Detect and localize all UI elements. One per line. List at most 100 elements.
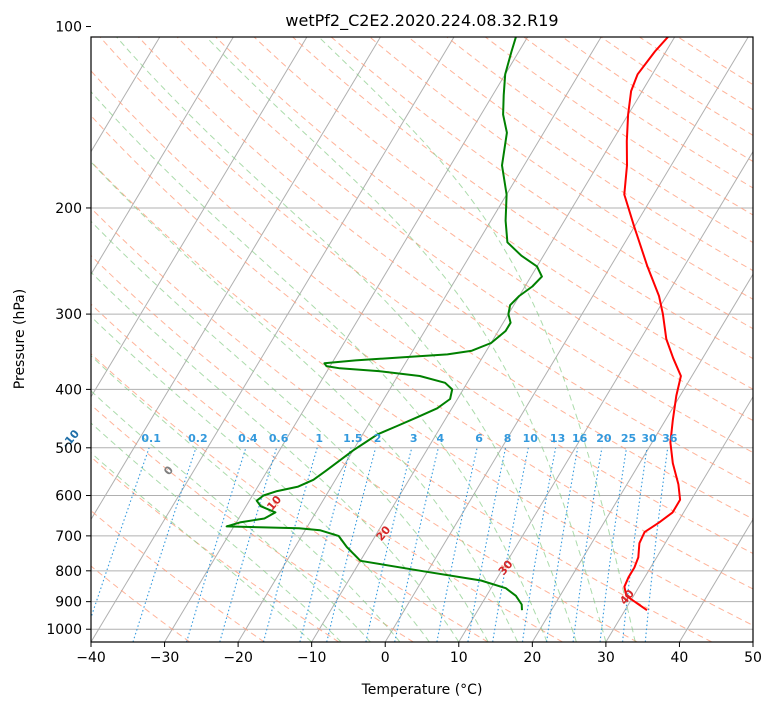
y-tick-label: 600 [55,489,82,505]
dry-adiabat [91,207,713,642]
y-tick-label: 500 [55,441,82,457]
dry-adiabat [99,37,753,520]
y-tick-label: 700 [55,529,82,545]
mixing-ratio-label: 36 [662,432,678,445]
moist-adiabat [91,390,371,642]
dry-adiabat [600,37,753,136]
moist-adiabat [91,271,460,642]
x-tick-label: −40 [76,650,106,666]
mixing-ratio-line [186,447,247,642]
y-tick-label: 1000 [46,622,82,638]
dewpoint-profile-line [225,37,543,611]
dry-adiabat [677,37,753,86]
mixing-ratio-label: 10 [523,432,539,445]
mixing-ratio-line [394,447,439,642]
x-tick-label: −30 [150,650,180,666]
mixing-ratio-label: 0.1 [141,432,161,445]
dry-adiabat [484,37,753,216]
y-tick-label: 400 [55,382,82,398]
isotherm-gridline [752,641,753,642]
mixing-ratio-label: 1 [315,432,323,445]
chart-title: wetPf2_C2E2.2020.224.08.32.R19 [285,11,558,31]
x-tick-label: −20 [223,650,253,666]
mixing-ratio-line [622,447,648,642]
dry-adiabat [137,37,753,486]
mixing-ratio-line [546,447,579,642]
profile-lines [225,37,682,612]
x-tick-label: 40 [671,650,689,666]
dry-adiabat [561,37,753,163]
mixing-ratio-label: 13 [550,432,565,445]
plot-frame [90,36,754,643]
mixing-ratio-line [572,447,603,642]
dry-adiabat [91,404,414,642]
mixing-ratio-line [132,447,197,642]
isotherm-gridline [531,273,753,642]
isotherm-label: 20 [374,523,394,543]
dry-adiabat [91,254,638,642]
isotherm-gridline [458,150,753,642]
adiabat-lines [91,37,753,642]
mixing-ratio-line [599,447,628,642]
mixing-ratio-line [299,447,352,642]
x-tick-label: −10 [297,650,327,666]
moist-adiabat [91,422,342,642]
dry-adiabat [176,37,753,454]
moist-adiabat [318,37,636,642]
mixing-ratio-label: 25 [621,432,636,445]
y-tick-label: 900 [55,595,82,611]
mixing-ratio-label: 0.4 [238,432,258,445]
mixing-ratio-label: 1.5 [343,432,363,445]
isotherm-gridline [91,37,382,521]
mixing-ratio-label: 2 [374,432,382,445]
mixing-ratio-label: 20 [596,432,612,445]
moist-adiabat [91,315,430,642]
isotherm-gridline [91,37,234,276]
isotherm-gridline [679,518,753,642]
moist-adiabat [91,220,489,642]
isotherm-gridline [164,37,529,642]
moist-adiabat [91,452,313,642]
moist-adiabat [205,37,607,642]
moist-adiabat [91,355,401,642]
mixing-ratio-label: 6 [475,432,483,445]
mixing-ratio-label: 3 [410,432,418,445]
dry-adiabat [91,510,265,642]
y-tick-label: 300 [55,307,82,323]
mixing-ratio-line [326,447,377,642]
isotherm-label: 40 [617,587,637,607]
x-tick-label: 10 [450,650,468,666]
isotherm-gridline [91,37,161,153]
mixing-ratio-label: 8 [504,432,512,445]
dry-adiabat [91,160,753,626]
axis-ticks: −40 −30 −20 −10 0 10 20 30 40 5010020030040050060… [46,20,762,666]
isotherm-gridline [237,37,602,642]
y-axis-label: Pressure (hPa) [12,289,28,389]
mixing-ratio-line [644,447,669,642]
dry-adiabat [291,37,753,360]
temperature-profile-line [623,37,682,612]
mixing-ratio-line [262,447,318,642]
mixing-ratio-line [365,447,413,642]
y-tick-label: 800 [55,564,82,580]
isotherm-gridline [384,37,749,642]
mixing-ratio-line [219,447,278,642]
x-tick-label: 50 [744,650,762,666]
isotherm-gridline [91,37,308,398]
x-axis-label: Temperature (°C) [361,682,483,698]
x-tick-label: 0 [381,650,390,666]
mixing-ratio-label: 16 [572,432,588,445]
mixing-ratio-line [436,447,478,642]
x-tick-label: 30 [597,650,615,666]
mixing-ratio-label: 0.2 [188,432,208,445]
dry-adiabat [91,70,753,555]
dry-adiabat [253,37,753,390]
mixing-ratio-label: 30 [641,432,657,445]
dry-adiabat [91,456,340,642]
dry-adiabat [523,37,753,189]
mixing-ratio-line [467,447,507,642]
mixing-ratio-label: 4 [436,432,444,445]
moist-adiabat [91,161,519,642]
line-labels: 0.10.20.40.611.52346810131620253036-100-… [59,427,678,607]
